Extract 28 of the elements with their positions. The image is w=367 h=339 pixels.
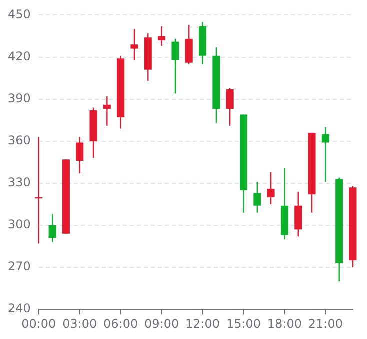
x-tick-label: 03:00 [62, 316, 98, 331]
y-tick-label: 450 [8, 7, 31, 22]
candlestick [185, 24, 193, 65]
candlestick [267, 172, 275, 206]
candlestick [294, 191, 302, 238]
x-tick-label: 15:00 [226, 316, 262, 331]
candlestick [48, 214, 56, 243]
x-tick-label: 12:00 [185, 316, 220, 331]
x-tick-label: 06:00 [104, 316, 138, 331]
y-tick-label: 360 [8, 133, 31, 148]
x-tick-label: 18:00 [267, 316, 302, 331]
candlestick [322, 126, 330, 183]
y-tick-label: 240 [8, 302, 31, 316]
candlestick [226, 88, 234, 127]
y-tick-label: 420 [8, 49, 31, 64]
x-tick-label: 09:00 [144, 316, 180, 331]
candlestick [254, 181, 262, 214]
candlestick [103, 96, 111, 127]
y-tick-label: 390 [8, 91, 31, 106]
y-tick-label: 330 [8, 176, 31, 190]
candlestick [172, 38, 180, 94]
candlestick [158, 26, 166, 47]
y-tick-label: 300 [8, 218, 31, 232]
candlestick [76, 136, 84, 174]
y-tick-label: 270 [8, 260, 31, 274]
x-tick-label: 21:00 [308, 316, 343, 331]
candlestick [130, 28, 138, 61]
x-tick-label: 00:00 [22, 316, 56, 331]
